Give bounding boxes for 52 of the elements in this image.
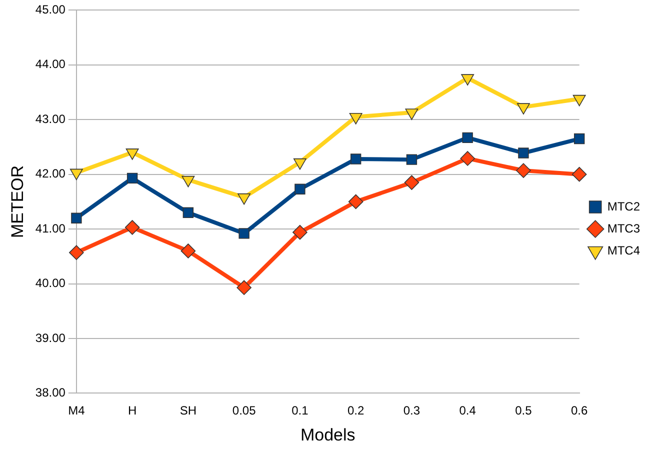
legend-label: MTC2 [607, 199, 640, 214]
x-tick-label: 0.6 [570, 404, 588, 418]
y-tick-label: 43.00 [35, 112, 66, 126]
x-axis-title: Models [300, 425, 356, 444]
point [292, 224, 308, 240]
point [349, 112, 362, 124]
x-tick-label: 0.3 [403, 404, 420, 418]
y-tick-label: 38.00 [35, 386, 66, 400]
y-tick-label: 45.00 [35, 2, 66, 17]
point [294, 184, 306, 194]
y-tick-label: 39.00 [35, 330, 66, 345]
x-tick-label: 0.1 [292, 404, 309, 418]
point [350, 154, 362, 164]
point [461, 74, 474, 86]
y-tick-label: 40.00 [35, 276, 66, 290]
point [572, 94, 586, 106]
x-tick-label: 0.4 [459, 404, 476, 418]
point [180, 244, 196, 258]
point [124, 220, 140, 235]
x-tick-label: M4 [68, 404, 86, 418]
point [516, 103, 530, 114]
point [182, 176, 195, 188]
point [236, 280, 252, 295]
point [460, 151, 475, 166]
y-tick-label: 44.00 [35, 57, 66, 72]
x-tick-label: 0.05 [232, 404, 256, 418]
legend-label: MTC3 [607, 221, 640, 236]
point [69, 245, 84, 260]
point [126, 148, 139, 160]
x-tick-label: SH [180, 404, 197, 418]
point [516, 163, 531, 178]
point [405, 108, 418, 120]
y-axis-title: METEOR [8, 165, 27, 238]
point [406, 154, 418, 165]
point [574, 133, 585, 144]
point [518, 148, 529, 158]
point [462, 132, 473, 144]
point [293, 158, 306, 170]
point [182, 207, 194, 218]
x-tick-label: 0.2 [347, 404, 364, 418]
y-tick-label: 42.00 [35, 166, 66, 181]
point [238, 193, 251, 205]
y-tick-label: 41.00 [35, 221, 66, 236]
point [404, 175, 420, 190]
legend-label: MTC4 [607, 243, 640, 258]
x-tick-label: 0.5 [515, 404, 532, 418]
point [71, 212, 82, 224]
point [572, 166, 587, 182]
point [348, 194, 364, 210]
point [238, 228, 250, 239]
point [126, 172, 138, 184]
x-tick-label: H [128, 404, 137, 418]
